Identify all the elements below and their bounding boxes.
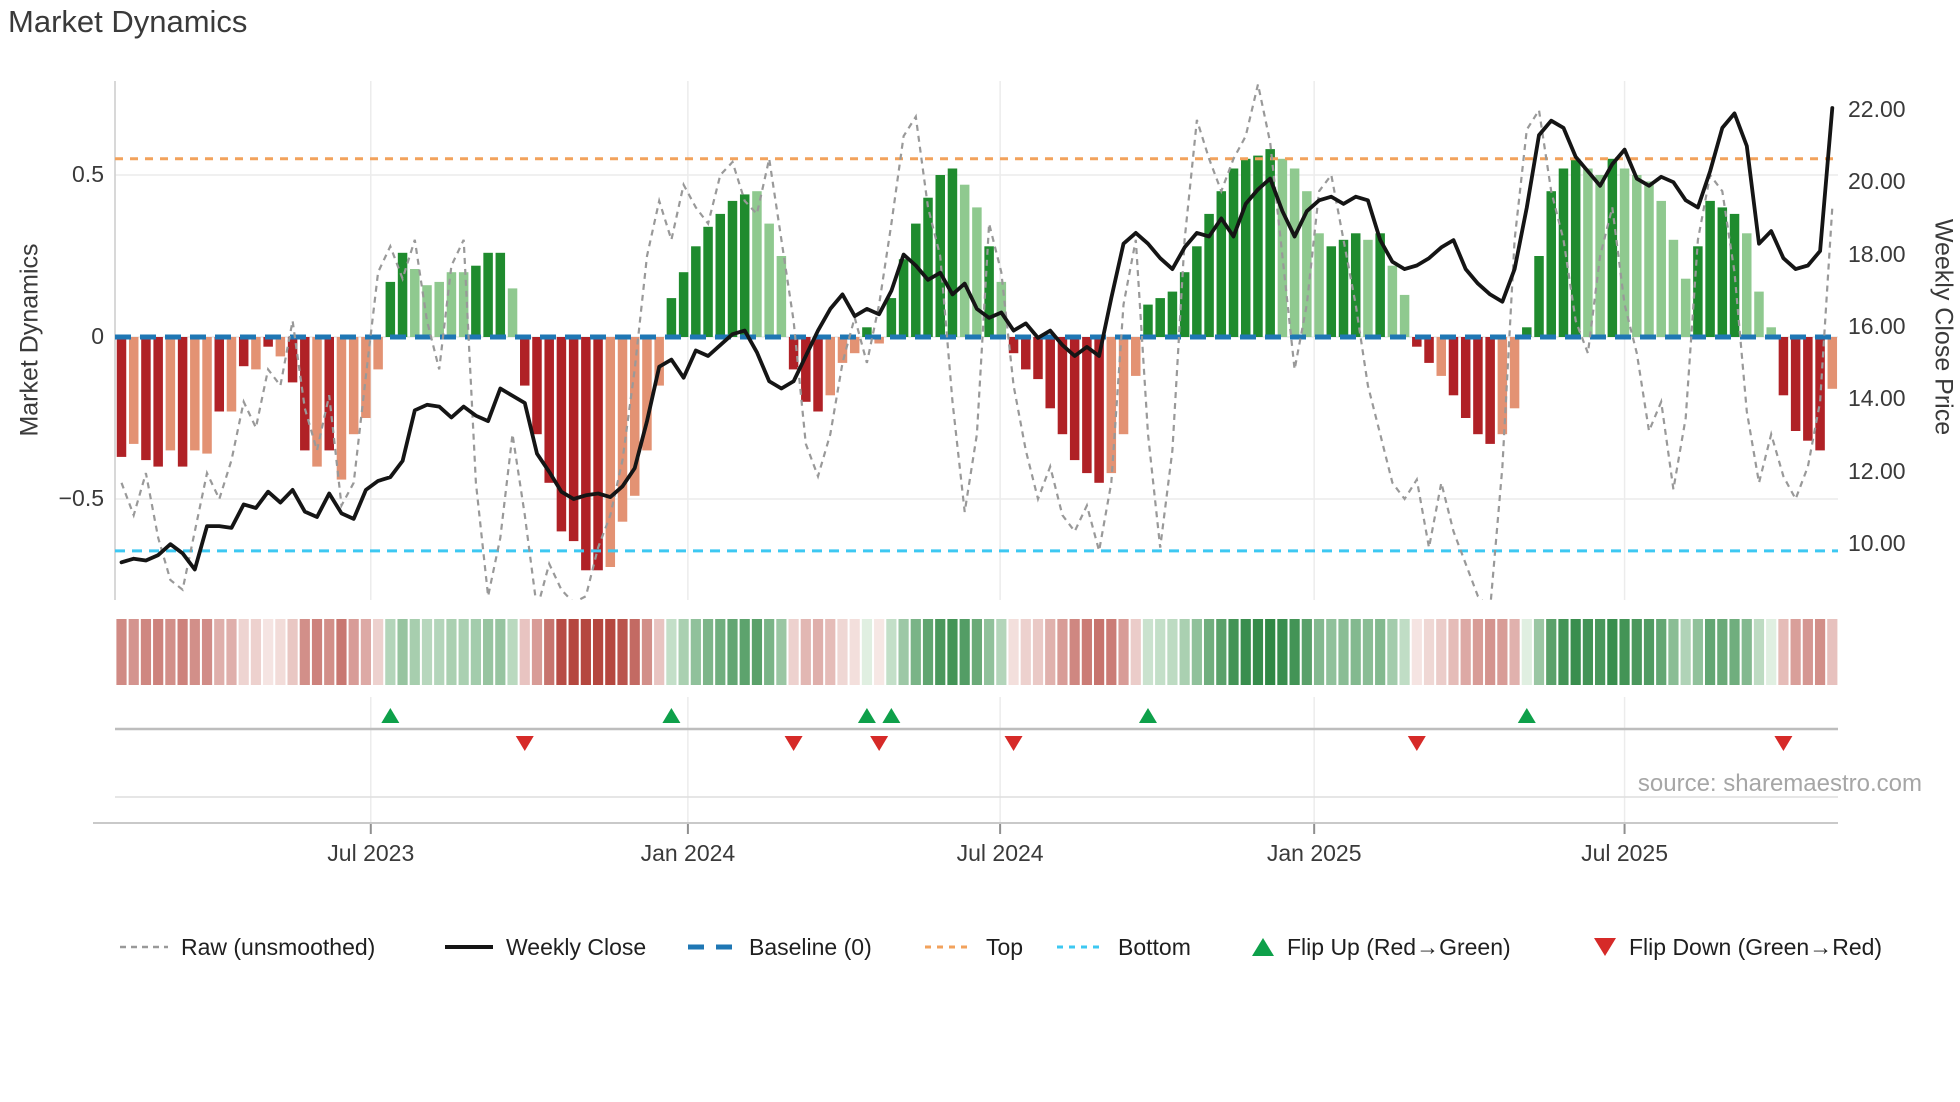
oscillator-bars (116, 149, 1838, 571)
legend-label: Baseline (0) (749, 933, 872, 960)
right-tick: 10.00 (1848, 530, 1906, 557)
right-tick: 20.00 (1848, 168, 1906, 195)
legend-label: Weekly Close (506, 933, 647, 960)
gridlines (114, 81, 1838, 834)
bottom-line-swatch (1057, 941, 1105, 953)
x-date-label: Jan 2025 (1266, 840, 1362, 866)
legend-label: Bottom (1118, 933, 1191, 960)
legend-label: Flip Down (Green→Red) (1629, 933, 1883, 960)
weekly-close-swatch (445, 941, 493, 953)
legend: Raw (unsmoothed) Weekly Close Baseline (0)… (0, 930, 1960, 966)
right-tick: 14.00 (1848, 385, 1906, 412)
legend-label: Flip Up (Red→Green) (1287, 933, 1511, 960)
flip-up-icon (1252, 938, 1274, 956)
left-tick: 0 (91, 323, 104, 349)
x-date-label: Jul 2023 (327, 840, 415, 866)
flip-down-icon (1594, 938, 1616, 956)
legend-item-solid-black: Weekly Close (445, 930, 646, 964)
left-tick: 0.5 (72, 161, 104, 187)
flip-markers (115, 708, 1838, 751)
source-credit: source: sharemaestro.com (1637, 770, 1922, 797)
legend-label: Raw (unsmoothed) (181, 933, 376, 960)
right-tick: 16.00 (1848, 313, 1906, 339)
left-tick: −0.5 (58, 485, 104, 511)
x-date-label: Jul 2024 (956, 840, 1044, 866)
threshold-lines (115, 157, 1838, 553)
legend-label: Top (986, 933, 1024, 960)
legend-item-dash-blue: Baseline (0) (688, 930, 872, 964)
legend-item-dot-orange: Top (925, 930, 1023, 964)
legend-item-tri-down: Flip Down (Green→Red) (1594, 930, 1882, 964)
legend-item-dot-cyan: Bottom (1057, 930, 1191, 964)
x-date-label: Jul 2025 (1581, 840, 1669, 866)
heatmap-strip (116, 619, 1838, 685)
legend-item-dash-gray: Raw (unsmoothed) (120, 930, 375, 964)
baseline-swatch (688, 941, 736, 953)
price-line (119, 106, 1835, 572)
top-line-swatch (925, 941, 973, 953)
page-title: Market Dynamics (8, 4, 248, 39)
raw-line-swatch (120, 941, 168, 953)
x-date-label: Jan 2024 (640, 840, 736, 866)
right-tick: 22.00 (1848, 95, 1906, 122)
right-tick: 12.00 (1848, 457, 1906, 484)
right-tick: 18.00 (1848, 240, 1906, 267)
legend-item-tri-up: Flip Up (Red→Green) (1252, 930, 1511, 964)
